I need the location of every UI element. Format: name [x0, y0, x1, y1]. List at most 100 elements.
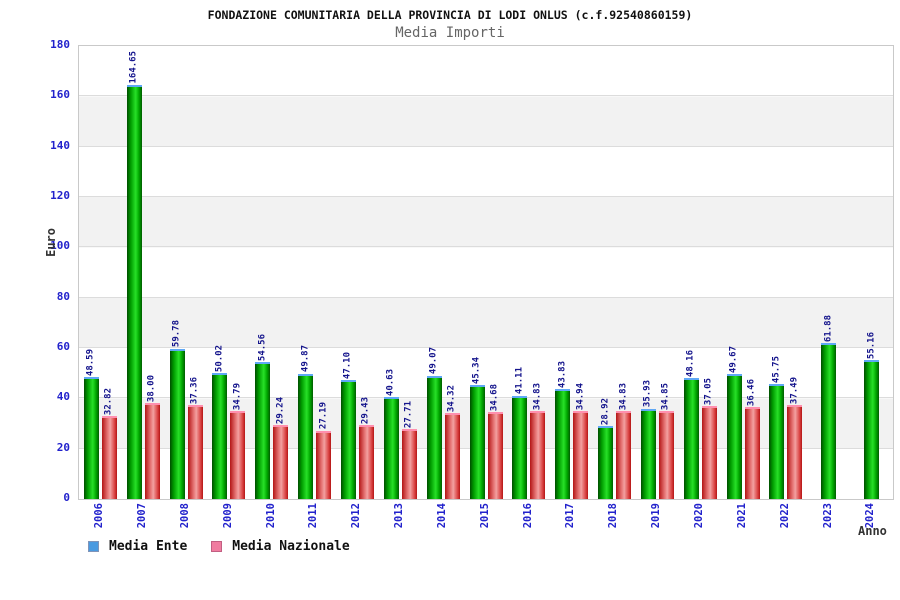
bar-group: 48.59 32.82: [79, 46, 122, 499]
bar-value-label: 48.16: [685, 349, 696, 377]
x-tick: 2015: [464, 503, 507, 543]
x-tick-label: 2020: [692, 503, 705, 529]
bar-media-nazionale: 34.32: [444, 385, 460, 499]
bar-media-nazionale: 37.36: [187, 377, 203, 499]
bar-value-label: 49.67: [728, 345, 739, 373]
bar-value-label: 40.63: [385, 368, 396, 396]
bar-value-label: 37.05: [703, 377, 714, 405]
bar-media-ente: 48.59: [83, 349, 99, 499]
x-tick-label: 2012: [350, 503, 363, 529]
bar-media-ente: 40.63: [383, 369, 399, 499]
bar-media-nazionale: 34.85: [658, 383, 674, 499]
bar-value-label: 34.68: [489, 383, 500, 411]
bar-value-label: 34.85: [660, 383, 671, 411]
bar-media-nazionale: 29.24: [273, 397, 289, 499]
bar-media-ente: 54.56: [255, 334, 271, 499]
bar-media-ente: 50.02: [212, 345, 228, 499]
bar-media-ente: 48.16: [683, 350, 699, 499]
bar-group: 35.93 34.85: [636, 46, 679, 499]
x-axis-ticks: 2006 2007 2008 2009 2010 2011 2012 2013 2014 2015…: [78, 503, 892, 543]
x-tick-label: 2013: [393, 503, 406, 529]
x-tick-label: 2007: [136, 503, 149, 529]
x-tick-label: 2018: [607, 503, 620, 529]
bar-group: 49.67 36.46: [722, 46, 765, 499]
bar-value-label: 49.07: [428, 347, 439, 375]
bar-group: 49.87 27.19: [293, 46, 336, 499]
bar-group: 164.65 38.00: [122, 46, 165, 499]
bar-group: 49.07 34.32: [422, 46, 465, 499]
x-tick: 2021: [721, 503, 764, 543]
x-tick-label: 2023: [821, 503, 834, 529]
bar-media-ente: 164.65: [126, 51, 142, 499]
bar-media-nazionale: 27.19: [316, 402, 332, 499]
x-tick: 2019: [635, 503, 678, 543]
x-tick: 2016: [506, 503, 549, 543]
bar-value-label: 55.16: [866, 332, 877, 360]
gridline: [79, 397, 893, 399]
bar-value-label: 32.82: [103, 388, 114, 416]
x-tick: 2023: [806, 503, 849, 543]
plot-area: 48.59 32.82 164.65 38.00 59.78 37.36 50.02 34.7…: [78, 45, 894, 500]
bar-value-label: 43.83: [557, 360, 568, 388]
y-axis-label: Euro: [44, 228, 58, 257]
legend: Media Ente Media Nazionale: [88, 539, 374, 554]
bar-group: 41.11 34.83: [507, 46, 550, 499]
gridline: [79, 246, 893, 248]
bar-value-label: 38.00: [146, 375, 157, 403]
x-tick: 2010: [249, 503, 292, 543]
y-tick-label: 120: [50, 189, 70, 202]
x-tick-label: 2021: [735, 503, 748, 529]
bar-value-label: 45.34: [471, 356, 482, 384]
bar-media-nazionale: 34.68: [487, 384, 503, 499]
gridline: [79, 145, 893, 147]
legend-label-media-nazionale: Media Nazionale: [232, 539, 350, 554]
bar-value-label: 48.59: [85, 348, 96, 376]
bar-media-ente: 61.88: [821, 315, 837, 499]
bar-group: 50.02 34.79: [208, 46, 251, 499]
bar-media-nazionale: 36.46: [744, 379, 760, 499]
bar-value-label: 28.92: [600, 398, 611, 426]
bar-value-label: 49.87: [300, 345, 311, 373]
bar-media-ente: 28.92: [598, 398, 614, 499]
bar-group: 47.10 29.43: [336, 46, 379, 499]
bar-media-nazionale: 34.83: [616, 383, 632, 499]
y-tick-label: 40: [56, 390, 70, 404]
legend-label-media-ente: Media Ente: [109, 539, 188, 554]
bar-group: 54.56 29.24: [250, 46, 293, 499]
bar-value-label: 34.94: [575, 382, 586, 411]
bar-media-ente: 55.16: [864, 332, 880, 499]
bar-value-label: 27.19: [318, 402, 329, 430]
bar-value-label: 27.71: [403, 401, 414, 429]
x-tick: 2012: [335, 503, 378, 543]
bar-value-label: 47.10: [342, 352, 353, 380]
bar-group: 59.78 37.36: [165, 46, 208, 499]
bar-media-nazionale: 27.71: [401, 401, 417, 499]
bar-group: 28.92 34.83: [593, 46, 636, 499]
x-tick: 2011: [292, 503, 335, 543]
bar-value-label: 41.11: [514, 367, 525, 395]
x-tick-label: 2022: [778, 503, 791, 529]
x-axis-label: Anno: [858, 524, 887, 538]
chart-title: FONDAZIONE COMUNITARIA DELLA PROVINCIA D…: [207, 8, 693, 22]
x-tick-label: 2017: [564, 503, 577, 529]
bar-value-label: 164.65: [128, 51, 139, 84]
bar-group: 55.16: [850, 46, 893, 499]
x-tick: 2009: [207, 503, 250, 543]
x-tick-label: 2016: [521, 503, 534, 529]
y-tick-label: 100: [50, 239, 70, 253]
bar-media-ente: 47.10: [340, 352, 356, 499]
bar-media-nazionale: 37.05: [701, 378, 717, 499]
bar-value-label: 45.75: [771, 355, 782, 383]
bar-value-label: 34.83: [532, 383, 543, 411]
x-tick: 2020: [678, 503, 721, 543]
bar-media-nazionale: 34.79: [230, 383, 246, 499]
bar-media-ente: 49.87: [298, 345, 314, 499]
bar-value-label: 61.88: [823, 315, 834, 343]
bar-group: 48.16 37.05: [679, 46, 722, 499]
gridline: [79, 296, 893, 298]
bar-media-ente: 59.78: [169, 320, 185, 499]
gridline: [79, 95, 893, 97]
x-tick-label: 2008: [178, 503, 191, 529]
bar-value-label: 37.36: [189, 376, 200, 404]
chart-subtitle: Media Importi: [395, 25, 505, 41]
